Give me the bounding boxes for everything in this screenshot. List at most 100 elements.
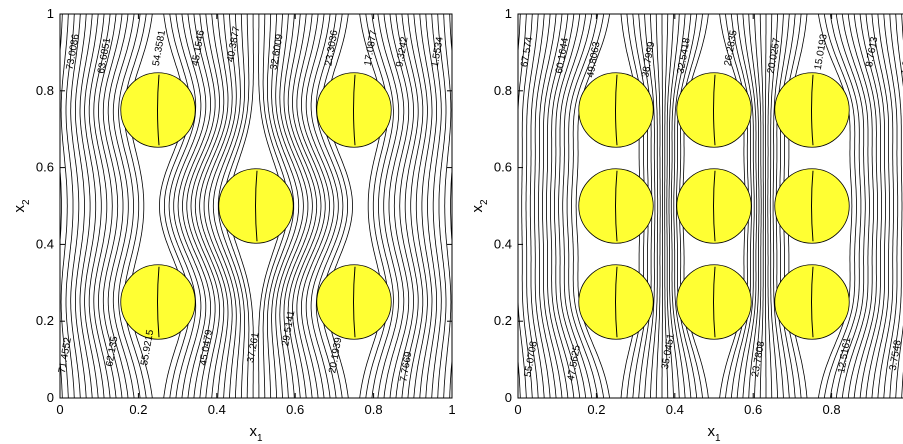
contour-line xyxy=(267,14,295,398)
contour-line xyxy=(359,14,383,398)
contour-line xyxy=(212,14,241,398)
contour-line xyxy=(449,14,452,398)
contour-line xyxy=(877,14,894,398)
contour-line xyxy=(271,14,300,398)
contour-line xyxy=(203,14,233,398)
contour-line xyxy=(168,14,197,398)
contour-label: 15.0193 xyxy=(813,33,830,71)
contour-line xyxy=(305,14,335,398)
contour-label: 45.1546 xyxy=(190,29,207,67)
contour-line xyxy=(521,14,533,398)
contour-line xyxy=(419,14,433,398)
contour-line xyxy=(395,14,414,398)
contour-line xyxy=(518,14,521,398)
contour-line xyxy=(164,14,191,398)
contour-line xyxy=(177,14,207,398)
contour-line xyxy=(865,14,886,398)
contour-line xyxy=(310,14,339,398)
y-tick-label: 0.6 xyxy=(36,160,54,175)
contour-label: 40.3877 xyxy=(225,25,242,63)
contour-label: 29.5141 xyxy=(280,309,297,347)
x-tick-label: 0.6 xyxy=(286,402,304,417)
contour-line xyxy=(655,14,661,398)
inclusion-contour-line xyxy=(353,74,356,146)
contour-line xyxy=(159,14,186,398)
contour-label: 54.3581 xyxy=(151,29,168,67)
x-tick-label: 0 xyxy=(514,402,521,417)
contour-label: 12.5161 xyxy=(836,336,853,374)
contour-line xyxy=(413,14,428,398)
x-tick-label: 0.6 xyxy=(744,402,762,417)
y-axis-label: x2 xyxy=(11,199,32,213)
contour-line xyxy=(550,14,575,398)
inclusion-contour-line xyxy=(157,266,160,338)
contour-line xyxy=(217,14,245,398)
contour-label: 67.574 xyxy=(519,36,535,68)
x-tick-label: 1 xyxy=(448,402,455,417)
contour-line xyxy=(401,14,419,398)
contour-line xyxy=(112,14,135,398)
contour-label: 9.3242 xyxy=(394,36,410,68)
contour-line xyxy=(767,14,773,398)
y-tick-label: 0.2 xyxy=(36,313,54,328)
contour-line xyxy=(571,14,604,398)
contour-label: 20.0257 xyxy=(766,37,783,75)
contour-line xyxy=(296,14,326,398)
y-tick-label: 0 xyxy=(505,390,512,405)
contour-line xyxy=(769,14,778,398)
left-contour-lines xyxy=(60,14,452,398)
contour-line xyxy=(287,14,318,398)
inclusion-contour-line xyxy=(353,266,356,338)
contour-label: 20.1939 xyxy=(327,336,344,374)
contour-line xyxy=(666,14,674,398)
y-tick-label: 0.2 xyxy=(494,313,512,328)
contour-label: 62.135 xyxy=(104,335,120,367)
contour-line xyxy=(853,14,878,398)
contour-line xyxy=(889,14,903,398)
contour-label: 23.7808 xyxy=(750,340,767,378)
x-tick-label: 0.4 xyxy=(208,402,226,417)
contour-line xyxy=(670,14,686,398)
contour-line xyxy=(554,14,581,398)
contour-line xyxy=(534,14,551,398)
inclusion-contour-line xyxy=(713,266,716,338)
contour-line xyxy=(644,14,656,398)
contour-line xyxy=(88,14,105,398)
x-tick-label: 0.2 xyxy=(587,402,605,417)
contour-line xyxy=(742,14,758,398)
contour-label: 71.4552 xyxy=(57,336,74,374)
left-contour-plot: 73.0086 63.6851 54.3581 45.1546 40.3877 32.60… xyxy=(11,6,456,444)
y-tick-label: 0 xyxy=(47,390,54,405)
contour-label: 3.7548 xyxy=(888,339,903,371)
contour-line xyxy=(326,14,353,398)
right-contour-plot: 67.574 60.1644 49.8063 38.7999 32.5418 26.283… xyxy=(460,0,903,444)
x-tick-label: 0.4 xyxy=(666,402,684,417)
contour-line xyxy=(93,14,111,398)
contour-line xyxy=(383,14,405,398)
contour-line xyxy=(194,14,225,398)
contour-line xyxy=(650,14,659,398)
contour-line xyxy=(824,14,857,398)
contour-line xyxy=(437,14,447,398)
inclusion-contour-line xyxy=(157,74,160,146)
y-tick-label: 0.4 xyxy=(36,236,54,251)
right-axes-frame xyxy=(517,13,903,399)
x-tick-label: 0.8 xyxy=(823,402,841,417)
contour-line xyxy=(759,14,764,398)
contour-line xyxy=(859,14,882,398)
contour-line xyxy=(208,14,237,398)
contour-line xyxy=(772,14,784,398)
contour-label: 1.2518 xyxy=(899,43,903,75)
x-tick-label: 0.2 xyxy=(129,402,147,417)
contour-line xyxy=(575,14,610,398)
inclusion-contour-line xyxy=(255,170,258,242)
contour-line xyxy=(129,14,153,398)
contour-line xyxy=(173,14,202,398)
contour-line xyxy=(566,14,599,398)
x-tick-label: 0.8 xyxy=(365,402,383,417)
contour-line xyxy=(292,14,322,398)
contour-line xyxy=(736,14,755,398)
contour-label: 45.0479 xyxy=(198,328,215,366)
contour-line xyxy=(546,14,569,398)
contour-line xyxy=(443,14,452,398)
